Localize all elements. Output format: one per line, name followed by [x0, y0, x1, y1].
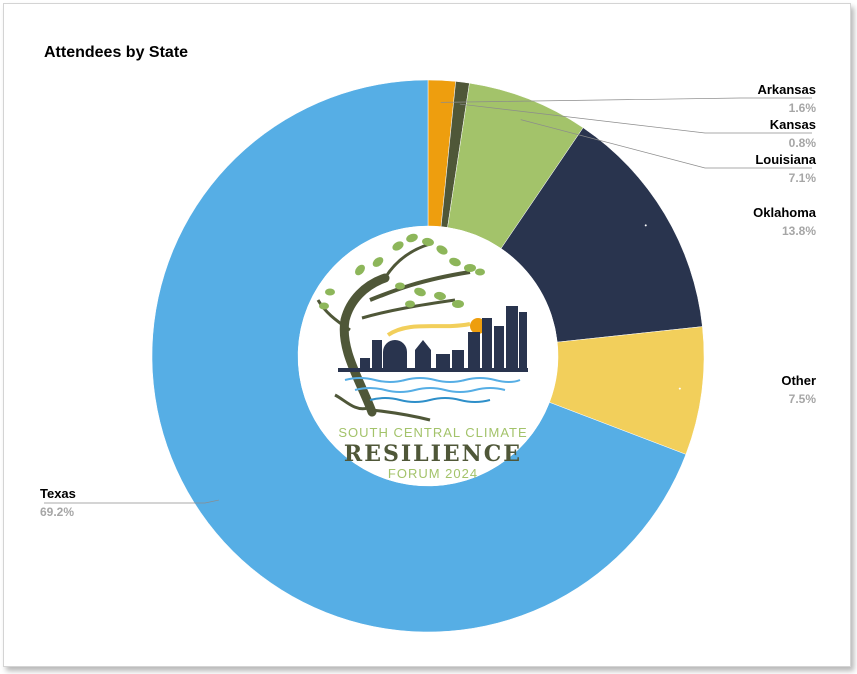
skyline-icon	[338, 306, 528, 372]
label-pct-texas: 69.2%	[40, 505, 74, 519]
logo-line-1: SOUTH CENTRAL CLIMATE	[338, 425, 527, 440]
leader-dot-other	[678, 387, 681, 390]
label-name-louisiana: Louisiana	[755, 152, 816, 167]
label-pct-arkansas: 1.6%	[789, 101, 817, 115]
leader-line-arkansas	[440, 97, 812, 103]
label-name-kansas: Kansas	[770, 117, 816, 132]
logo-line-3: FORUM 2024	[388, 466, 478, 481]
forum-logo: SOUTH CENTRAL CLIMATE RESILIENCE FORUM 2…	[298, 226, 558, 486]
label-name-arkansas: Arkansas	[757, 82, 816, 97]
leader-line-texas	[44, 499, 219, 504]
chart-title: Attendees by State	[44, 44, 189, 61]
hill-icon	[386, 322, 471, 337]
leader-line-kansas	[459, 103, 812, 134]
label-name-texas: Texas	[40, 486, 76, 501]
label-name-other: Other	[781, 373, 816, 388]
leader-dot-oklahoma	[644, 224, 647, 227]
water-icon	[344, 377, 521, 403]
leader-lines	[44, 97, 812, 504]
label-pct-other: 7.5%	[789, 392, 817, 406]
label-pct-louisiana: 7.1%	[789, 171, 817, 185]
label-pct-oklahoma: 13.8%	[782, 224, 816, 238]
logo-line-2: RESILIENCE	[344, 441, 522, 467]
slice-labels: Arkansas 1.6% Kansas 0.8% Louisiana 7.1% Oklah…	[40, 82, 817, 519]
leader-line-louisiana	[520, 119, 812, 169]
label-pct-kansas: 0.8%	[789, 136, 817, 150]
label-name-oklahoma: Oklahoma	[753, 205, 817, 220]
